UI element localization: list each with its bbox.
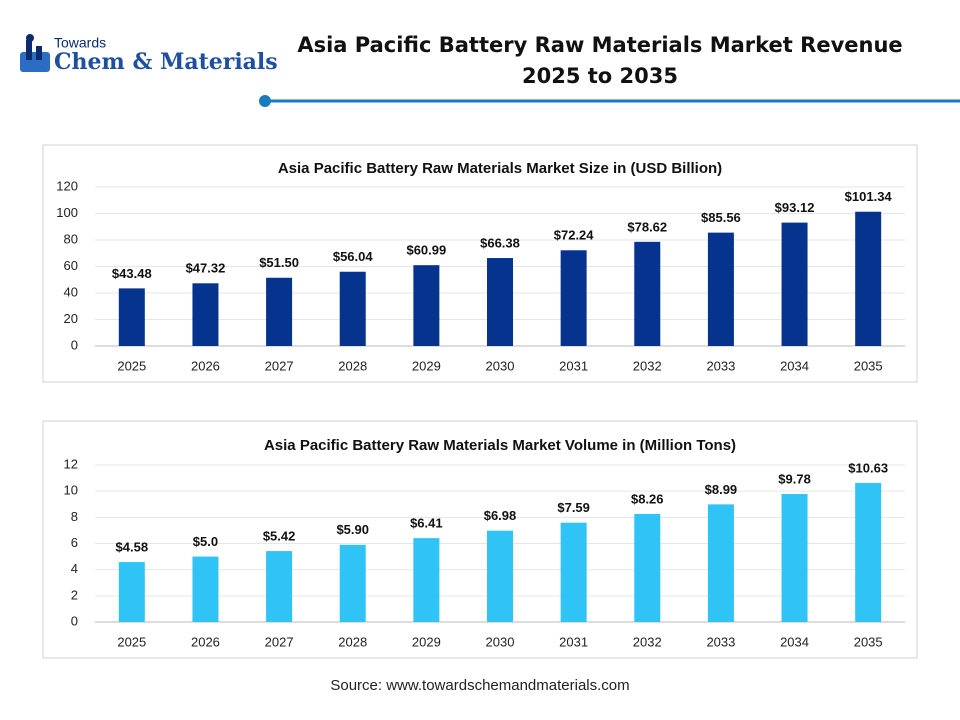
y-tick-label: 10 [64,483,78,498]
bar [118,562,145,622]
chart-frame [42,420,918,659]
x-tick-label: 2035 [854,634,883,649]
value-label: $9.78 [778,471,811,486]
bar [560,250,587,346]
bar [339,271,366,346]
x-tick-label: 2026 [191,358,220,373]
value-label: $101.34 [845,189,893,204]
x-tick-label: 2025 [117,358,146,373]
value-label: $4.58 [116,540,149,555]
x-tick-label: 2028 [338,358,367,373]
value-label: $56.04 [333,249,374,264]
bar [413,538,440,622]
x-tick-label: 2028 [338,634,367,649]
value-label: $93.12 [775,200,815,215]
bar [634,513,661,622]
bar [192,283,219,346]
y-tick-label: 120 [56,178,78,193]
divider-dot [259,95,271,107]
value-label: $43.48 [112,266,152,281]
y-tick-label: 0 [71,337,78,352]
value-label: $5.0 [193,534,218,549]
x-tick-label: 2031 [559,634,588,649]
x-tick-label: 2027 [265,358,294,373]
value-label: $6.41 [410,516,443,531]
y-tick-label: 40 [64,284,78,299]
bar [855,211,882,346]
x-tick-label: 2029 [412,634,441,649]
source: Source: www.towardschemandmaterials.com [330,677,629,694]
x-tick-label: 2025 [117,634,146,649]
y-tick-label: 6 [71,535,78,550]
value-label: $47.32 [186,261,226,276]
x-tick-label: 2033 [706,634,735,649]
bar [487,530,513,622]
x-tick-label: 2032 [633,358,662,373]
x-tick-label: 2033 [706,358,735,373]
logo-icon [20,34,50,72]
value-label: $51.50 [259,255,299,270]
x-tick-label: 2034 [780,358,809,373]
logo-large: Chem & Materials [54,49,278,75]
bar [192,556,219,622]
bar [781,494,808,622]
x-tick-label: 2035 [854,358,883,373]
page-title: Asia Pacific Battery Raw Materials Marke… [297,33,903,88]
y-tick-label: 0 [71,613,78,628]
bar [707,504,734,622]
value-label: $5.42 [263,529,296,544]
y-tick-label: 80 [64,231,78,246]
chart-title: Asia Pacific Battery Raw Materials Marke… [264,437,736,454]
x-tick-label: 2027 [265,634,294,649]
x-tick-label: 2031 [559,358,588,373]
bar [413,265,440,346]
bar [118,288,145,346]
chart-title: Asia Pacific Battery Raw Materials Marke… [278,160,722,177]
logo-small: Towards [54,35,106,51]
y-tick-label: 20 [64,311,78,326]
x-tick-label: 2026 [191,634,220,649]
value-label: $6.98 [484,508,517,523]
value-label: $60.99 [406,243,446,258]
value-label: $5.90 [336,522,369,537]
bar [634,241,661,346]
value-label: $8.99 [705,482,738,497]
bar [266,277,293,346]
y-tick-label: 12 [64,456,78,471]
value-label: $85.56 [701,210,741,225]
x-tick-label: 2034 [780,634,809,649]
y-tick-label: 60 [64,258,78,273]
value-label: $72.24 [554,228,595,243]
value-label: $7.59 [557,500,590,515]
bar [707,232,734,346]
x-tick-label: 2030 [486,634,515,649]
bar [339,544,366,622]
bar [266,551,293,622]
value-label: $10.63 [848,460,888,475]
value-label: $78.62 [627,219,667,234]
bar [487,258,513,346]
y-tick-label: 8 [71,509,78,524]
value-label: $8.26 [631,491,664,506]
x-tick-label: 2029 [412,358,441,373]
x-tick-label: 2030 [486,358,515,373]
value-label: $66.38 [480,235,520,250]
bar [855,482,882,622]
x-tick-label: 2032 [633,634,662,649]
bar [560,522,587,622]
y-tick-label: 100 [56,205,78,220]
y-tick-label: 4 [71,561,78,576]
y-tick-label: 2 [71,587,78,602]
chart-frame [42,144,918,383]
bar [781,222,808,346]
